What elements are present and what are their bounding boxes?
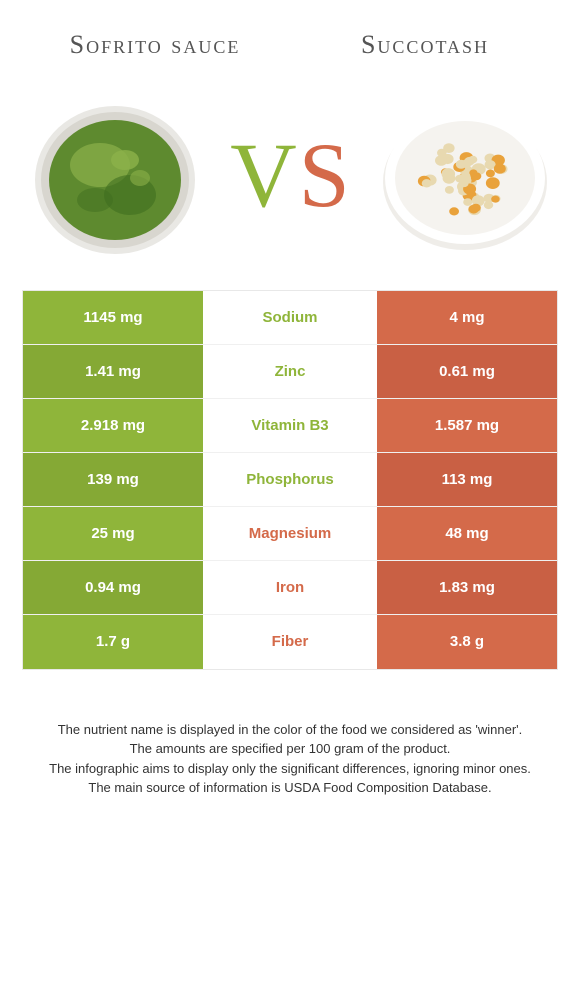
nutrient-name: Sodium — [203, 291, 377, 344]
nutrient-left-value: 1.7 g — [23, 615, 203, 669]
footnote-line: The amounts are specified per 100 gram o… — [34, 739, 546, 759]
left-food-image — [30, 90, 200, 260]
nutrient-left-value: 1145 mg — [23, 291, 203, 344]
nutrient-right-value: 3.8 g — [377, 615, 557, 669]
left-food-title: Sofrito sauce — [50, 30, 260, 60]
footnote-line: The main source of information is USDA F… — [34, 778, 546, 798]
nutrient-right-value: 0.61 mg — [377, 345, 557, 398]
vs-label: V S — [230, 129, 350, 221]
vs-s-letter: S — [299, 129, 350, 221]
hero-row: V S — [20, 80, 560, 290]
table-row: 25 mgMagnesium48 mg — [23, 507, 557, 561]
nutrient-left-value: 2.918 mg — [23, 399, 203, 452]
titles-row: Sofrito sauce Succotash — [20, 30, 560, 80]
nutrient-name: Vitamin B3 — [203, 399, 377, 452]
right-food-image — [380, 90, 550, 260]
nutrient-left-value: 139 mg — [23, 453, 203, 506]
nutrient-name: Fiber — [203, 615, 377, 669]
table-row: 1145 mgSodium4 mg — [23, 291, 557, 345]
right-food-title: Succotash — [320, 30, 530, 60]
nutrient-right-value: 113 mg — [377, 453, 557, 506]
nutrient-table: 1145 mgSodium4 mg1.41 mgZinc0.61 mg2.918… — [22, 290, 558, 670]
nutrient-name: Iron — [203, 561, 377, 614]
table-row: 1.41 mgZinc0.61 mg — [23, 345, 557, 399]
nutrient-name: Phosphorus — [203, 453, 377, 506]
nutrient-left-value: 1.41 mg — [23, 345, 203, 398]
table-row: 0.94 mgIron1.83 mg — [23, 561, 557, 615]
nutrient-right-value: 4 mg — [377, 291, 557, 344]
nutrient-right-value: 48 mg — [377, 507, 557, 560]
nutrient-left-value: 25 mg — [23, 507, 203, 560]
nutrient-left-value: 0.94 mg — [23, 561, 203, 614]
nutrient-right-value: 1.83 mg — [377, 561, 557, 614]
vs-v-letter: V — [230, 129, 296, 221]
nutrient-right-value: 1.587 mg — [377, 399, 557, 452]
nutrient-name: Zinc — [203, 345, 377, 398]
table-row: 2.918 mgVitamin B31.587 mg — [23, 399, 557, 453]
footnote-line: The infographic aims to display only the… — [34, 759, 546, 779]
table-row: 139 mgPhosphorus113 mg — [23, 453, 557, 507]
table-row: 1.7 gFiber3.8 g — [23, 615, 557, 669]
footnotes: The nutrient name is displayed in the co… — [20, 670, 560, 798]
footnote-line: The nutrient name is displayed in the co… — [34, 720, 546, 740]
nutrient-name: Magnesium — [203, 507, 377, 560]
